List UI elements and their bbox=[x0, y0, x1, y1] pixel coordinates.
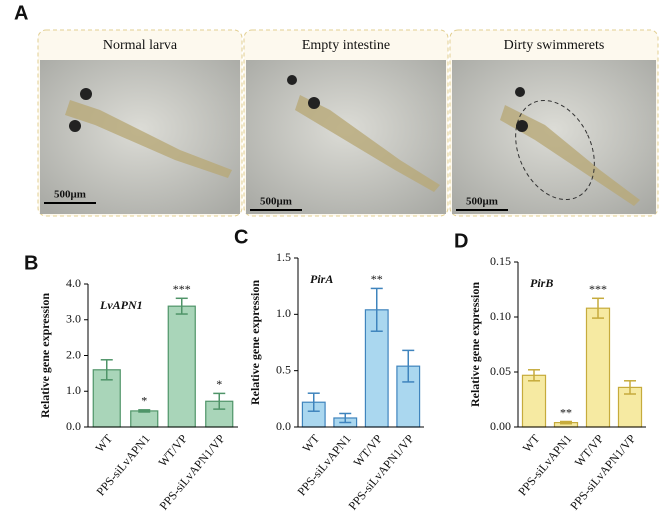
photo-title: Dirty swimmerets bbox=[504, 38, 605, 53]
significance: *** bbox=[589, 282, 607, 296]
gene-label: PirB bbox=[530, 276, 553, 290]
scale-bar-label: 500μm bbox=[466, 196, 498, 208]
gene-label: LvAPN1 bbox=[99, 298, 143, 312]
x-tick-label: WT bbox=[520, 431, 543, 455]
photo-title: Empty intestine bbox=[302, 38, 390, 53]
significance: * bbox=[216, 377, 222, 391]
y-tick-label: 3.0 bbox=[66, 312, 81, 326]
x-tick-label: WT/VP bbox=[155, 431, 190, 469]
x-tick-label: PPS-siLvAPN1/VP bbox=[156, 431, 227, 512]
y-axis-label: Relative gene expression bbox=[468, 282, 482, 407]
panel-letter: C bbox=[234, 226, 248, 248]
panel-letter: D bbox=[454, 230, 468, 252]
x-tick-label: WT bbox=[299, 431, 322, 455]
bar bbox=[167, 305, 196, 428]
y-tick-label: 2.0 bbox=[66, 347, 81, 361]
panel-letter: A bbox=[14, 2, 28, 24]
y-tick-label: 0.0 bbox=[66, 419, 81, 433]
bar bbox=[130, 410, 159, 428]
y-tick-label: 1.0 bbox=[66, 383, 81, 397]
y-tick-label: 1.0 bbox=[276, 306, 291, 320]
y-tick-label: 4.0 bbox=[66, 276, 81, 290]
significance: ** bbox=[371, 272, 383, 286]
y-tick-label: 0.0 bbox=[276, 419, 291, 433]
y-tick-label: 0.15 bbox=[490, 254, 511, 268]
y-tick-label: 1.5 bbox=[276, 250, 291, 264]
y-tick-label: 0.10 bbox=[490, 309, 511, 323]
significance: * bbox=[141, 394, 147, 408]
photo-title: Normal larva bbox=[103, 38, 178, 53]
significance: ** bbox=[560, 405, 572, 419]
x-tick-label: WT bbox=[92, 431, 115, 455]
scale-bar-label: 500μm bbox=[54, 189, 86, 201]
y-tick-label: 0.5 bbox=[276, 362, 291, 376]
scale-bar-label: 500μm bbox=[260, 196, 292, 208]
y-axis-label: Relative gene expression bbox=[248, 280, 262, 405]
bar bbox=[585, 307, 611, 428]
photo-panel: 500μm Empty intestine bbox=[243, 29, 449, 217]
y-tick-label: 0.00 bbox=[490, 419, 511, 433]
significance: *** bbox=[173, 282, 191, 296]
panel-letter: B bbox=[24, 252, 38, 274]
photo-panel: 500μm Dirty swimmerets bbox=[449, 29, 659, 217]
y-tick-label: 0.05 bbox=[490, 364, 511, 378]
y-axis-label: Relative gene expression bbox=[38, 293, 52, 418]
photo-panel: 500μm Normal larva bbox=[37, 29, 243, 217]
bar bbox=[521, 374, 547, 428]
gene-label: PirA bbox=[310, 272, 333, 286]
